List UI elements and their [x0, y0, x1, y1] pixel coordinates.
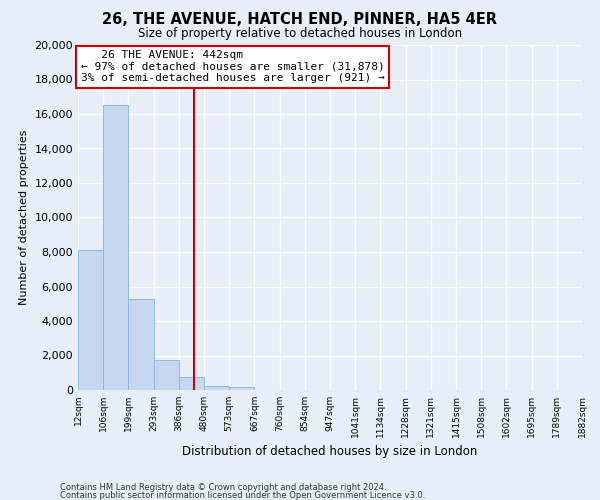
Bar [154, 360, 179, 390]
Text: Size of property relative to detached houses in London: Size of property relative to detached ho… [138, 28, 462, 40]
Text: 26, THE AVENUE, HATCH END, PINNER, HA5 4ER: 26, THE AVENUE, HATCH END, PINNER, HA5 4… [103, 12, 497, 28]
Bar [78, 250, 103, 390]
Bar [128, 298, 154, 390]
Y-axis label: Number of detached properties: Number of detached properties [19, 130, 29, 305]
X-axis label: Distribution of detached houses by size in London: Distribution of detached houses by size … [182, 446, 478, 458]
Bar [229, 386, 254, 390]
Bar [204, 386, 229, 390]
Bar [103, 106, 128, 390]
Text: 26 THE AVENUE: 442sqm
← 97% of detached houses are smaller (31,878)
3% of semi-d: 26 THE AVENUE: 442sqm ← 97% of detached … [80, 50, 384, 84]
Bar [179, 377, 204, 390]
Text: Contains public sector information licensed under the Open Government Licence v3: Contains public sector information licen… [60, 491, 425, 500]
Text: Contains HM Land Registry data © Crown copyright and database right 2024.: Contains HM Land Registry data © Crown c… [60, 484, 386, 492]
